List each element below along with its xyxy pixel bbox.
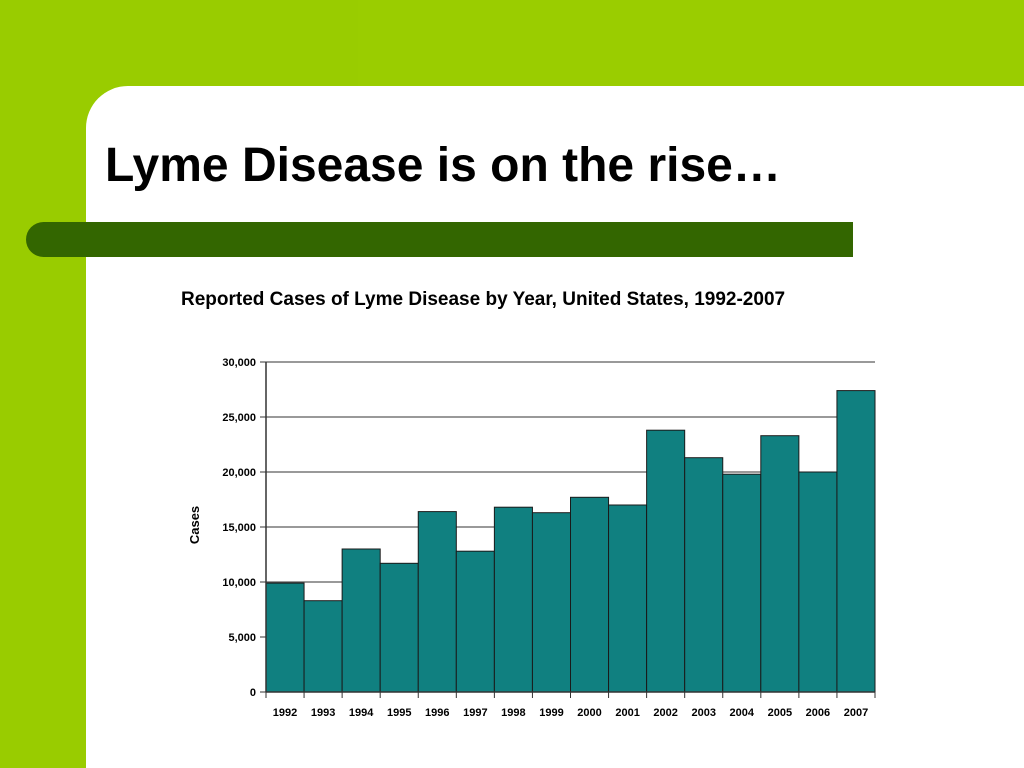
x-tick-label: 2001 — [615, 707, 639, 719]
slide-title: Lyme Disease is on the rise… — [105, 139, 781, 192]
bar — [265, 582, 305, 693]
x-tick-label: 1998 — [501, 707, 525, 719]
x-tick-label: 1999 — [539, 707, 563, 719]
bar — [570, 496, 610, 693]
title-underline-bar — [26, 222, 853, 257]
y-tick-label: 10,000 — [222, 577, 256, 589]
bar — [417, 511, 457, 693]
y-tick-label: 5,000 — [228, 632, 256, 644]
bar — [455, 550, 495, 693]
y-tick-label: 25,000 — [222, 412, 256, 424]
bar — [684, 457, 724, 693]
bar — [722, 473, 762, 693]
y-axis-label: Cases — [187, 506, 202, 544]
bar — [379, 562, 419, 693]
axis-layer — [260, 361, 876, 698]
y-tick-label: 20,000 — [222, 467, 256, 479]
bar — [760, 435, 800, 693]
x-tick-label: 2007 — [844, 707, 868, 719]
y-tick-label: 30,000 — [222, 357, 256, 369]
chart-title: Reported Cases of Lyme Disease by Year, … — [181, 289, 786, 310]
x-tick-label: 2005 — [768, 707, 792, 719]
x-tick-label: 2006 — [806, 707, 830, 719]
x-tick-label: 2002 — [653, 707, 677, 719]
bar-layer — [265, 390, 876, 693]
y-tick-label: 15,000 — [222, 522, 256, 534]
bar — [646, 429, 686, 693]
x-tick-label: 1992 — [273, 707, 297, 719]
y-tick-label: 0 — [250, 687, 256, 699]
bar — [303, 600, 343, 693]
x-tick-label: 2004 — [730, 707, 755, 719]
x-tick-label: 1995 — [387, 707, 411, 719]
x-tick-label: 2003 — [691, 707, 715, 719]
bar — [608, 504, 648, 693]
bar — [341, 548, 381, 693]
x-tick-label: 2000 — [577, 707, 601, 719]
label-layer: 0 5,000 10,000 15,000 20,000 25,000 30,000 1992… — [222, 357, 868, 719]
x-tick-label: 1994 — [349, 707, 374, 719]
x-tick-label: 1997 — [463, 707, 487, 719]
bar — [798, 471, 838, 693]
bar — [836, 390, 876, 693]
bar — [493, 506, 533, 693]
bar — [531, 512, 571, 693]
x-tick-label: 1996 — [425, 707, 449, 719]
x-tick-label: 1993 — [311, 707, 335, 719]
